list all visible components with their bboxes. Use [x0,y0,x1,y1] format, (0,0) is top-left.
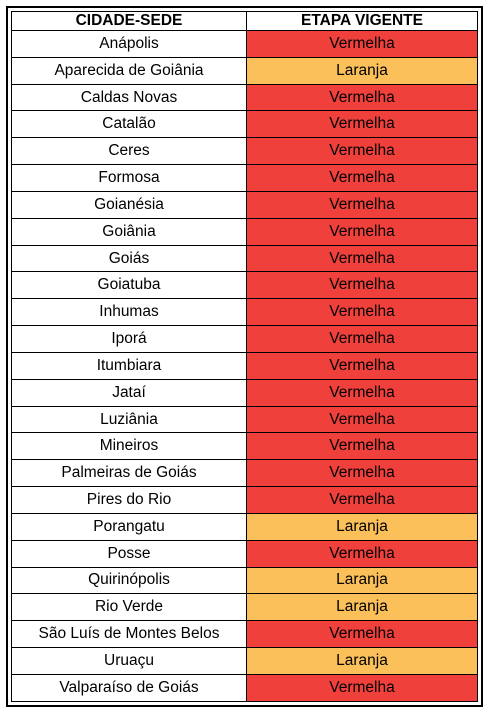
table-row: Uruaçu Laranja [11,647,478,675]
table-row: Goianésia Vermelha [11,190,478,219]
city-stage-table: CIDADE-SEDE ETAPA VIGENTE Anápolis Vermel… [11,11,478,703]
table-row: Ceres Vermelha [11,137,478,166]
city-cell: Iporá [11,325,247,353]
stage-cell: Vermelha [246,673,478,703]
stage-cell: Laranja [246,566,478,595]
stage-cell: Vermelha [246,83,478,112]
stage-cell: Vermelha [246,217,478,246]
stage-cell: Vermelha [246,486,478,514]
table-row: Catalão Vermelha [11,110,478,139]
table-frame: CIDADE-SEDE ETAPA VIGENTE Anápolis Vermel… [6,6,483,707]
stage-cell: Vermelha [246,110,478,139]
table-row: Pires do Rio Vermelha [11,486,478,514]
table-row: Goiás Vermelha [11,244,478,273]
city-cell: Inhumas [11,298,247,327]
city-cell: Caldas Novas [11,83,247,112]
table-row: Caldas Novas Vermelha [11,83,478,112]
table-header-row: CIDADE-SEDE ETAPA VIGENTE [11,11,478,31]
table-row: Luziânia Vermelha [11,405,478,434]
city-cell: Posse [11,539,247,568]
stage-cell: Vermelha [246,244,478,273]
city-cell: Ceres [11,137,247,166]
city-cell: Catalão [11,110,247,139]
city-cell: Goiás [11,244,247,273]
city-cell: Jataí [11,378,247,407]
city-cell: Rio Verde [11,593,247,622]
table-row: Valparaíso de Goiás Vermelha [11,673,478,703]
stage-cell: Vermelha [246,298,478,327]
table-row: Formosa Vermelha [11,164,478,192]
stage-cell: Vermelha [246,137,478,166]
table-row: Goiatuba Vermelha [11,271,478,300]
city-cell: Luziânia [11,405,247,434]
table-row: Itumbiara Vermelha [11,351,478,380]
stage-cell: Vermelha [246,459,478,488]
city-cell: Porangatu [11,512,247,541]
stage-cell: Laranja [246,593,478,622]
stage-cell: Vermelha [246,378,478,407]
table-row: Goiânia Vermelha [11,217,478,246]
city-cell: Goiânia [11,217,247,246]
table-row: Quirinópolis Laranja [11,566,478,595]
city-cell: Itumbiara [11,351,247,380]
table-row: Jataí Vermelha [11,378,478,407]
table-body: Anápolis Vermelha Aparecida de Goiânia Lara… [11,30,478,703]
stage-cell: Vermelha [246,432,478,461]
stage-cell: Vermelha [246,405,478,434]
stage-cell: Vermelha [246,271,478,300]
city-cell: Palmeiras de Goiás [11,459,247,488]
table-row: Posse Vermelha [11,539,478,568]
table-row: Aparecida de Goiânia Laranja [11,56,478,85]
stage-cell: Vermelha [246,30,478,58]
city-cell: Mineiros [11,432,247,461]
table-row: Palmeiras de Goiás Vermelha [11,459,478,488]
table-row: Iporá Vermelha [11,325,478,353]
city-cell: Formosa [11,164,247,192]
table-row: Rio Verde Laranja [11,593,478,622]
city-cell: Goianésia [11,190,247,219]
city-cell: Valparaíso de Goiás [11,673,247,703]
table-row: Porangatu Laranja [11,512,478,541]
city-cell: Aparecida de Goiânia [11,56,247,85]
table-row: Anápolis Vermelha [11,30,478,58]
city-cell: Uruaçu [11,647,247,675]
stage-cell: Vermelha [246,351,478,380]
city-cell: Pires do Rio [11,486,247,514]
stage-cell: Laranja [246,647,478,675]
stage-cell: Vermelha [246,539,478,568]
city-cell: Quirinópolis [11,566,247,595]
stage-cell: Laranja [246,512,478,541]
header-city: CIDADE-SEDE [11,11,247,31]
table-row: São Luís de Montes Belos Vermelha [11,620,478,649]
header-stage: ETAPA VIGENTE [246,11,478,31]
stage-cell: Vermelha [246,325,478,353]
table-row: Inhumas Vermelha [11,298,478,327]
stage-cell: Laranja [246,56,478,85]
city-cell: São Luís de Montes Belos [11,620,247,649]
stage-cell: Vermelha [246,190,478,219]
city-cell: Goiatuba [11,271,247,300]
stage-cell: Vermelha [246,620,478,649]
table-row: Mineiros Vermelha [11,432,478,461]
city-cell: Anápolis [11,30,247,58]
stage-cell: Vermelha [246,164,478,192]
